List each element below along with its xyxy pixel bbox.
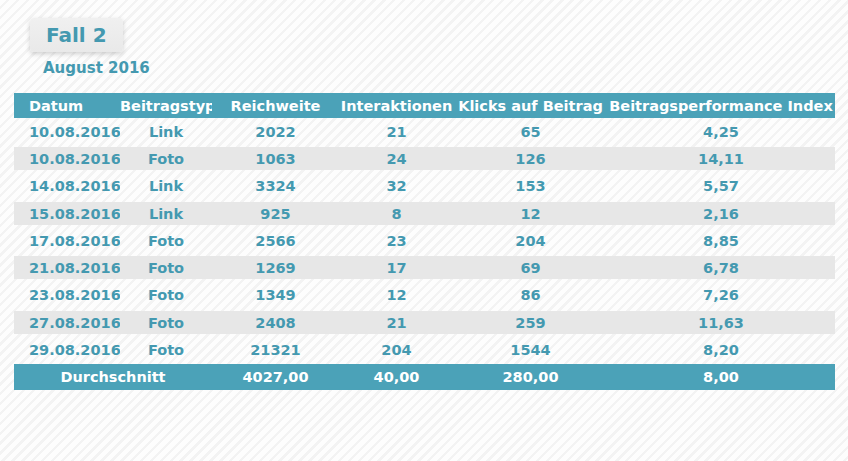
cell-interaktionen: 24 — [339, 145, 454, 172]
cell-performance-index: 2,16 — [607, 200, 835, 227]
col-header-interaktionen: Interaktionen — [339, 93, 454, 118]
cell-klicks: 1544 — [454, 336, 607, 363]
cell-datum: 10.08.2016 — [14, 118, 120, 145]
cell-beitragstyp: Foto — [120, 336, 212, 363]
cell-performance-index: 11,63 — [607, 309, 835, 336]
summary-performance-index: 8,00 — [607, 364, 835, 390]
summary-row: Durchschnitt 4027,00 40,00 280,00 8,00 — [14, 364, 835, 390]
table-row: 10.08.2016 Foto 1063 24 126 14,11 — [14, 145, 835, 172]
table-row: 21.08.2016 Foto 1269 17 69 6,78 — [14, 254, 835, 281]
summary-label: Durchschnitt — [14, 364, 212, 390]
cell-interaktionen: 12 — [339, 282, 454, 309]
cell-beitragstyp: Link — [120, 200, 212, 227]
cell-interaktionen: 204 — [339, 336, 454, 363]
cell-reichweite: 2408 — [212, 309, 339, 336]
table-row: 14.08.2016 Link 3324 32 153 5,57 — [14, 173, 835, 200]
cell-datum: 23.08.2016 — [14, 282, 120, 309]
cell-datum: 15.08.2016 — [14, 200, 120, 227]
cell-datum: 21.08.2016 — [14, 254, 120, 281]
cell-beitragstyp: Foto — [120, 145, 212, 172]
cell-reichweite: 1269 — [212, 254, 339, 281]
page-background: Fall 2 August 2016 Datum Beitragstyp Rei… — [0, 0, 848, 461]
table-row: 29.08.2016 Foto 21321 204 1544 8,20 — [14, 336, 835, 363]
cell-interaktionen: 23 — [339, 227, 454, 254]
cell-datum: 29.08.2016 — [14, 336, 120, 363]
performance-table: Datum Beitragstyp Reichweite Interaktion… — [14, 93, 835, 390]
cell-performance-index: 4,25 — [607, 118, 835, 145]
cell-klicks: 126 — [454, 145, 607, 172]
cell-klicks: 65 — [454, 118, 607, 145]
table-row: 23.08.2016 Foto 1349 12 86 7,26 — [14, 282, 835, 309]
cell-interaktionen: 21 — [339, 118, 454, 145]
cell-performance-index: 5,57 — [607, 173, 835, 200]
cell-reichweite: 1349 — [212, 282, 339, 309]
cell-reichweite: 925 — [212, 200, 339, 227]
cell-klicks: 12 — [454, 200, 607, 227]
cell-datum: 17.08.2016 — [14, 227, 120, 254]
period-label: August 2016 — [43, 59, 150, 77]
cell-klicks: 86 — [454, 282, 607, 309]
cell-datum: 14.08.2016 — [14, 173, 120, 200]
col-header-reichweite: Reichweite — [212, 93, 339, 118]
cell-klicks: 259 — [454, 309, 607, 336]
cell-reichweite: 3324 — [212, 173, 339, 200]
cell-klicks: 69 — [454, 254, 607, 281]
cell-klicks: 204 — [454, 227, 607, 254]
summary-klicks: 280,00 — [454, 364, 607, 390]
cell-interaktionen: 17 — [339, 254, 454, 281]
cell-performance-index: 7,26 — [607, 282, 835, 309]
cell-interaktionen: 21 — [339, 309, 454, 336]
cell-reichweite: 1063 — [212, 145, 339, 172]
case-badge-button[interactable]: Fall 2 — [30, 18, 123, 52]
cell-performance-index: 8,85 — [607, 227, 835, 254]
summary-interaktionen: 40,00 — [339, 364, 454, 390]
cell-beitragstyp: Foto — [120, 254, 212, 281]
cell-interaktionen: 32 — [339, 173, 454, 200]
cell-interaktionen: 8 — [339, 200, 454, 227]
table-row: 17.08.2016 Foto 2566 23 204 8,85 — [14, 227, 835, 254]
table-row: 27.08.2016 Foto 2408 21 259 11,63 — [14, 309, 835, 336]
table-row: 10.08.2016 Link 2022 21 65 4,25 — [14, 118, 835, 145]
col-header-datum: Datum — [14, 93, 120, 118]
cell-beitragstyp: Foto — [120, 282, 212, 309]
case-badge-label: Fall 2 — [46, 23, 107, 47]
cell-performance-index: 14,11 — [607, 145, 835, 172]
summary-reichweite: 4027,00 — [212, 364, 339, 390]
cell-beitragstyp: Link — [120, 173, 212, 200]
cell-beitragstyp: Link — [120, 118, 212, 145]
cell-reichweite: 2022 — [212, 118, 339, 145]
col-header-beitragstyp: Beitragstyp — [120, 93, 212, 118]
cell-beitragstyp: Foto — [120, 309, 212, 336]
cell-datum: 27.08.2016 — [14, 309, 120, 336]
col-header-performance-index: Beitragsperformance Index — [607, 93, 835, 118]
cell-performance-index: 6,78 — [607, 254, 835, 281]
cell-datum: 10.08.2016 — [14, 145, 120, 172]
cell-klicks: 153 — [454, 173, 607, 200]
cell-reichweite: 21321 — [212, 336, 339, 363]
cell-reichweite: 2566 — [212, 227, 339, 254]
cell-performance-index: 8,20 — [607, 336, 835, 363]
cell-beitragstyp: Foto — [120, 227, 212, 254]
col-header-klicks: Klicks auf Beitrag — [454, 93, 607, 118]
table-header-row: Datum Beitragstyp Reichweite Interaktion… — [14, 93, 835, 118]
table-row: 15.08.2016 Link 925 8 12 2,16 — [14, 200, 835, 227]
